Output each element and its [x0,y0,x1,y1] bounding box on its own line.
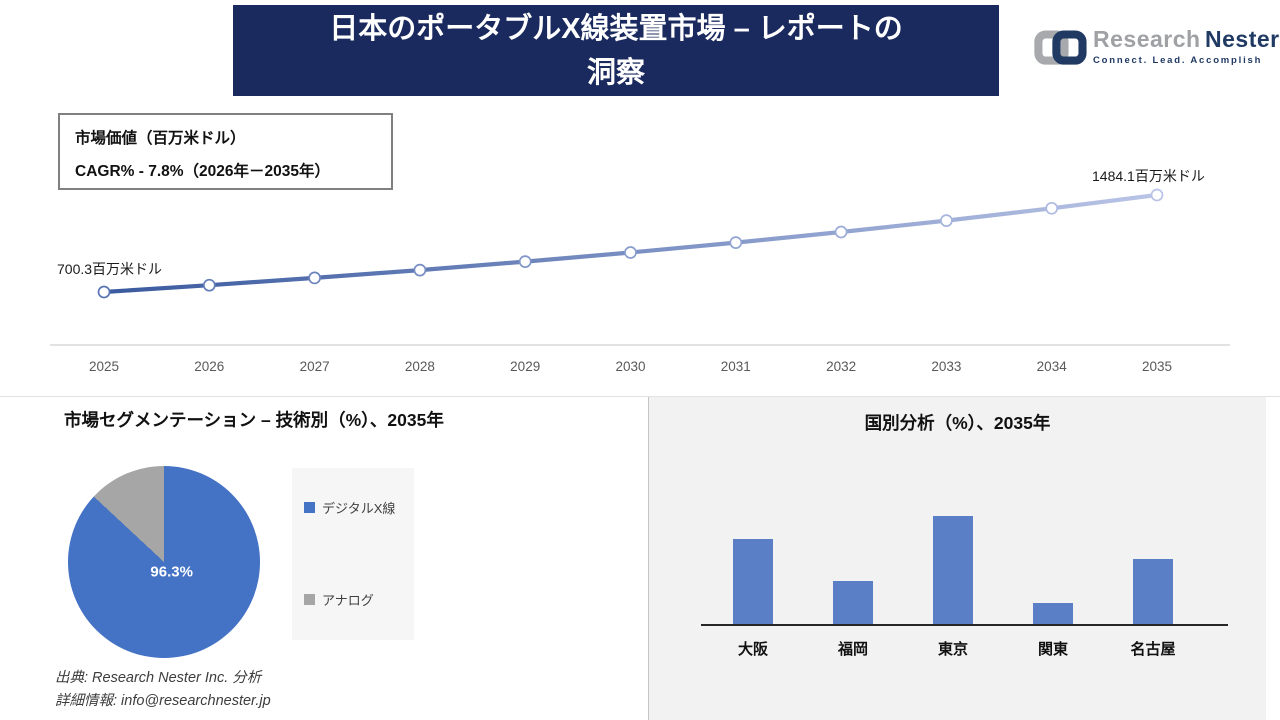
line-marker-2030 [624,246,637,259]
cagr-label: CAGR% - 7.8%（2026年－2035年） [75,163,330,180]
bar-label-大阪: 大阪 [737,641,768,658]
country-analysis-title: 国別分析（%）、2035年 [864,413,1051,433]
logo-word-research: Research [1093,26,1201,52]
legend-swatch-digital-xray [304,502,315,513]
report-title-line2: 洞察 [586,57,645,89]
year-tick-label: 2029 [510,359,540,374]
year-tick-label: 2033 [931,359,961,374]
pie-share-label: 96.3% [150,563,193,581]
legend-item-analog: アナログ [304,590,374,609]
line-start-value-label: 700.3百万米ドル [57,261,163,277]
bar-label-名古屋: 名古屋 [1130,641,1176,658]
contact-email: 詳細情報: info@researchnester.jp [55,693,271,709]
legend-label-digital-xray: デジタルX線 [322,501,396,516]
chain-links-icon [1033,24,1087,77]
bar-大阪 [733,538,773,624]
segmentation-pie-chart: 96.3% [68,466,260,658]
bar-label-福岡: 福岡 [837,641,868,658]
line-marker-2028 [413,263,427,277]
line-marker-2032 [834,225,848,239]
bar-名古屋 [1133,558,1173,624]
line-marker-2027 [308,271,321,285]
year-tick-label: 2030 [615,359,645,374]
legend-item-digital-xray: デジタルX線 [304,498,395,517]
pie-legend: デジタルX線 アナログ [292,468,414,640]
year-tick-label: 2026 [194,359,224,374]
country-analysis-panel: 国別分析（%）、2035年 大阪 福岡 東京 関東 名古屋 [648,397,1266,720]
line-marker-2034 [1045,201,1059,215]
market-value-line-chart: 2025 2026 2027 2028 2029 2030 2031 2032 2033 2034… [50,188,1230,374]
year-tick-label: 2028 [405,359,435,374]
market-value-label: 市場価値（百万米ドル） [75,130,246,147]
bar-関東 [1033,602,1073,624]
report-title-line1: 日本のポータブルX線装置市場 – レポートの [329,13,903,45]
line-marker-2029 [518,255,532,268]
year-tick-label: 2035 [1142,359,1172,374]
year-tick-label: 2025 [89,359,119,374]
year-tick-label: 2027 [300,359,330,374]
logo-word-nester: Nester [1205,26,1280,52]
year-tick-label: 2031 [721,359,751,374]
legend-label-analog: アナログ [322,593,374,608]
bar-chart-baseline [701,624,1228,626]
report-title-banner: 日本のポータブルX線装置市場 – レポートの 洞察 [233,5,999,96]
bar-東京 [933,516,973,624]
year-tick-label: 2032 [826,359,856,374]
line-marker-2025 [97,285,111,299]
logo-tagline: Connect. Lead. Accomplish [1093,55,1263,66]
research-nester-logo: Research Nester Connect. Lead. Accomplis… [1033,22,1279,77]
year-tick-label: 2034 [1037,359,1068,374]
market-value-info-box: 市場価値（百万米ドル） CAGR% - 7.8%（2026年－2035年） [58,113,393,190]
bar-label-関東: 関東 [1037,641,1068,658]
line-marker-2035 [1150,188,1164,202]
bar-福岡 [833,581,873,624]
line-marker-2026 [202,278,216,292]
legend-swatch-analog [304,594,315,605]
line-marker-2031 [729,236,743,249]
market-value-trend-line [101,192,1160,295]
bar-label-東京: 東京 [937,641,968,658]
line-marker-2033 [940,214,953,227]
line-end-value-label: 1484.1百万米ドル [1092,168,1205,184]
segmentation-chart-title: 市場セグメンテーション – 技術別（%）、2035年 [64,410,444,430]
logo-wordmark: Research Nester Connect. Lead. Accomplis… [1093,26,1280,66]
section-divider-line [0,396,1280,397]
source-attribution: 出典: Research Nester Inc. 分析 [55,670,262,686]
